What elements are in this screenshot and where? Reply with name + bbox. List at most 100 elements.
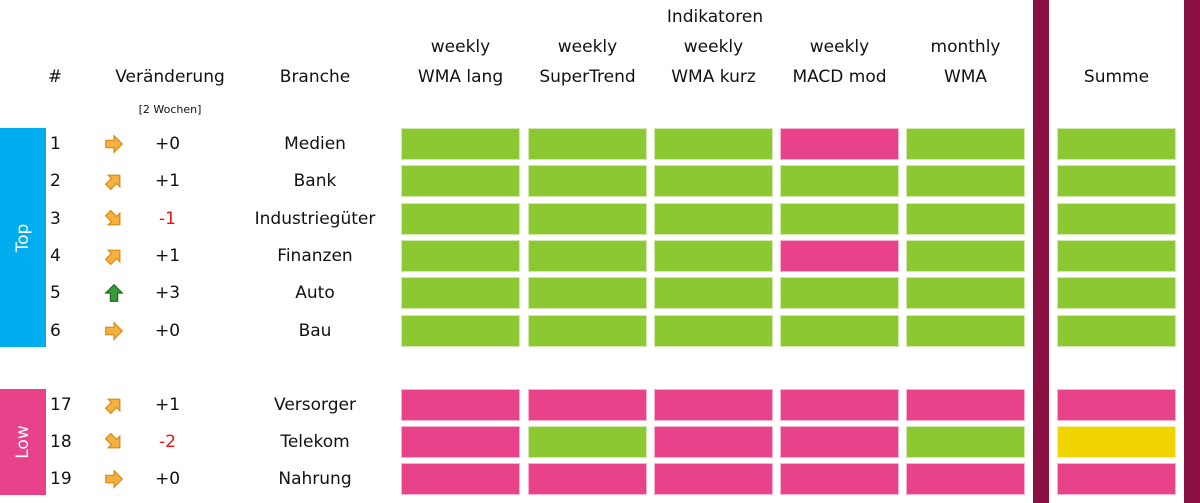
column-period: weekly xyxy=(809,37,870,57)
arrow-right-icon xyxy=(105,134,124,154)
arrow-right-icon xyxy=(105,469,124,489)
branch-name: Industriegüter xyxy=(254,209,376,229)
arrow-up-right-icon xyxy=(104,398,121,415)
arrow-up-right-icon xyxy=(104,174,121,191)
indicator-cell xyxy=(654,128,773,160)
header-change: Veränderung xyxy=(115,67,225,87)
indicator-cell xyxy=(906,389,1025,421)
header-num: # xyxy=(47,67,63,87)
column-header: weekly WMA kurz xyxy=(644,32,783,92)
group-top: Top xyxy=(0,128,46,347)
indicator-cell xyxy=(780,426,899,458)
rank: 5 xyxy=(50,283,61,303)
indicator-cell xyxy=(401,165,520,197)
indicator-cell xyxy=(654,203,773,235)
indicator-cell xyxy=(654,463,773,495)
branch-name: Bau xyxy=(298,321,332,341)
header-change-sub: [2 Wochen] xyxy=(138,103,202,116)
table-row: 18 -2 Telekom xyxy=(0,426,1200,458)
rank: 6 xyxy=(50,321,61,341)
indicator-cell xyxy=(401,426,520,458)
indicator-cell xyxy=(528,389,647,421)
indicator-cell xyxy=(654,426,773,458)
column-period: monthly xyxy=(930,37,1001,57)
sum-cell xyxy=(1057,315,1176,347)
rank: 2 xyxy=(50,171,61,191)
branch-name: Versorger xyxy=(274,395,356,415)
column-period: weekly xyxy=(557,37,618,57)
indicator-cell xyxy=(528,165,647,197)
column-header: weekly WMA lang xyxy=(391,32,530,92)
sum-cell xyxy=(1057,389,1176,421)
indicator-cell xyxy=(401,389,520,421)
indicators-title: Indikatoren xyxy=(666,7,764,27)
table-row: 19 +0 Nahrung xyxy=(0,463,1200,495)
table-row: 17 +1 Versorger xyxy=(0,389,1200,421)
indicator-cell xyxy=(654,277,773,309)
table-row: 6 +0 Bau xyxy=(0,315,1200,347)
change-value: +1 xyxy=(154,246,181,266)
column-name: SuperTrend xyxy=(539,67,636,87)
indicator-cell xyxy=(654,240,773,272)
divider-bar-right xyxy=(1184,0,1200,503)
change-value: +3 xyxy=(154,283,181,303)
indicator-cell xyxy=(906,165,1025,197)
indicator-cell xyxy=(528,315,647,347)
sum-cell xyxy=(1057,463,1176,495)
indicator-cell xyxy=(528,203,647,235)
indicator-cell xyxy=(528,128,647,160)
arrow-right-icon xyxy=(105,321,124,341)
arrow-up-icon xyxy=(104,283,124,302)
change-value: +0 xyxy=(154,134,181,154)
branch-name: Finanzen xyxy=(277,246,353,266)
indicator-cell xyxy=(780,277,899,309)
table-row: 3 -1 Industriegüter xyxy=(0,203,1200,235)
indicator-cell xyxy=(906,277,1025,309)
rank: 1 xyxy=(50,134,61,154)
indicator-cell xyxy=(401,315,520,347)
indicator-cell xyxy=(654,165,773,197)
column-period: weekly xyxy=(430,37,491,57)
table-row: 2 +1 Bank xyxy=(0,165,1200,197)
column-name: WMA xyxy=(943,67,988,87)
column-name: WMA lang xyxy=(417,67,504,87)
column-header: weekly MACD mod xyxy=(770,32,909,92)
table-row: 4 +1 Finanzen xyxy=(0,240,1200,272)
divider-bar xyxy=(1033,0,1049,503)
sum-cell xyxy=(1057,128,1176,160)
branch-name: Nahrung xyxy=(278,469,352,489)
column-header: monthly WMA xyxy=(896,32,1035,92)
rank: 4 xyxy=(50,246,61,266)
indicator-cell xyxy=(906,240,1025,272)
sum-cell xyxy=(1057,203,1176,235)
sum-cell xyxy=(1057,165,1176,197)
sum-cell xyxy=(1057,240,1176,272)
indicator-cell xyxy=(906,463,1025,495)
indicator-cell xyxy=(401,277,520,309)
change-value: +1 xyxy=(154,395,181,415)
branch-name: Bank xyxy=(293,171,337,191)
change-value: -1 xyxy=(159,209,176,229)
arrow-down-right-icon xyxy=(104,209,121,226)
sum-cell xyxy=(1057,426,1176,458)
rank: 3 xyxy=(50,209,61,229)
indicator-cell xyxy=(528,277,647,309)
change-value: +0 xyxy=(154,469,181,489)
table-row: 5 +3 Auto xyxy=(0,277,1200,309)
column-period: weekly xyxy=(683,37,744,57)
change-value: +1 xyxy=(154,171,181,191)
indicator-cell xyxy=(906,128,1025,160)
indicator-cell xyxy=(654,315,773,347)
header-sum: Summe xyxy=(1083,67,1150,87)
indicator-cell xyxy=(528,240,647,272)
arrow-up-right-icon xyxy=(104,249,121,266)
indicator-cell xyxy=(401,463,520,495)
indicator-cell xyxy=(780,203,899,235)
indicator-cell xyxy=(654,389,773,421)
table-row: 1 +0 Medien xyxy=(0,128,1200,160)
indicator-cell xyxy=(780,128,899,160)
indicator-cell xyxy=(906,203,1025,235)
rank: 17 xyxy=(50,395,72,415)
branch-name: Medien xyxy=(284,134,346,154)
indicator-cell xyxy=(780,315,899,347)
